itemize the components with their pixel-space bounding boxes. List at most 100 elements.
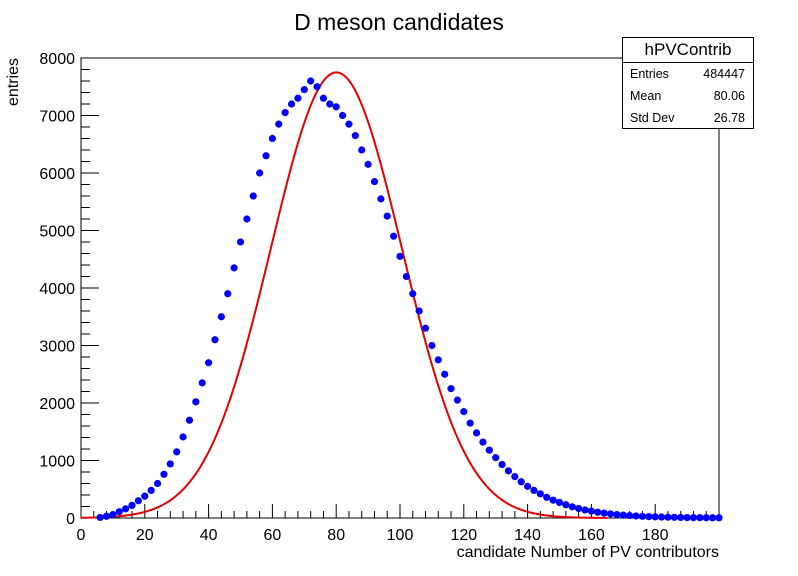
x-tick-label: 100 (387, 527, 414, 544)
data-point (549, 496, 557, 504)
data-point (377, 195, 385, 203)
data-point (453, 396, 462, 404)
x-tick-label: 0 (77, 527, 86, 544)
data-point (326, 100, 334, 108)
y-tick-label: 7000 (39, 109, 75, 126)
data-point (262, 152, 270, 160)
x-axis-label: candidate Number of PV contributors (457, 544, 719, 561)
data-point (192, 398, 200, 406)
data-point (530, 486, 538, 494)
data-point (466, 419, 474, 427)
chart-title: D meson candidates (294, 9, 504, 35)
stats-label: Entries (630, 67, 669, 81)
data-point (173, 448, 181, 456)
data-point (492, 454, 500, 462)
data-point (696, 514, 704, 522)
data-point (415, 307, 423, 315)
data-point (702, 514, 710, 522)
data-point (517, 478, 525, 486)
stats-value: 26.78 (713, 111, 745, 125)
data-point (313, 83, 321, 91)
data-point (613, 510, 621, 519)
y-tick-label: 5000 (39, 224, 75, 241)
data-point (619, 511, 627, 519)
y-tick-labels: 0 1000 2000 3000 4000 5000 6000 7000 8000 (39, 51, 75, 528)
stats-label: Mean (630, 89, 662, 103)
data-point (96, 513, 104, 522)
x-tick-label: 60 (264, 527, 282, 544)
data-point (300, 86, 308, 94)
data-point (689, 513, 698, 522)
data-point (715, 514, 723, 522)
data-point (447, 385, 455, 393)
data-point (345, 120, 353, 128)
data-point (441, 370, 449, 378)
x-tick-label: 20 (136, 527, 154, 544)
x-tick-label: 140 (514, 527, 541, 544)
data-point (581, 506, 589, 514)
data-point (224, 290, 232, 298)
data-point (332, 103, 340, 111)
data-point (511, 473, 519, 481)
data-point (709, 514, 717, 522)
data-point (351, 132, 359, 140)
data-point (383, 212, 391, 220)
x-tick-label: 180 (642, 527, 669, 544)
data-point (632, 512, 640, 520)
data-point (677, 513, 685, 522)
data-point (217, 313, 225, 321)
data-point (281, 109, 289, 117)
data-point (153, 479, 162, 488)
data-point (428, 341, 436, 350)
data-point (409, 290, 417, 298)
data-point (179, 433, 187, 441)
data-point (657, 513, 666, 521)
data-point (141, 492, 149, 500)
x-tick-label: 160 (578, 527, 605, 544)
x-tick-labels: 0 20 40 60 80 100 120 140 160 180 (77, 527, 669, 544)
data-point (115, 508, 123, 516)
data-point (205, 359, 213, 367)
data-point (575, 504, 583, 513)
data-point (319, 94, 328, 102)
data-point (122, 505, 130, 513)
y-tick-label: 0 (66, 511, 75, 528)
data-point (102, 512, 111, 520)
data-point (651, 513, 659, 521)
data-point (606, 510, 615, 518)
data-point (402, 272, 410, 281)
data-point (645, 513, 653, 521)
data-point (543, 493, 551, 501)
data-point (626, 511, 634, 520)
y-axis-label: entries (5, 58, 22, 106)
data-point (460, 408, 468, 416)
stats-box: hPVContrib Entries 484447 Mean 80.06 Std… (622, 37, 754, 129)
data-point (230, 264, 238, 272)
data-point (562, 501, 570, 509)
y-tick-label: 2000 (39, 396, 75, 413)
data-point (421, 324, 430, 332)
data-point (243, 215, 251, 223)
stats-row-stddev: Std Dev 26.78 (623, 107, 753, 129)
data-point (338, 111, 347, 120)
y-tick-label: 8000 (39, 51, 75, 68)
data-point (479, 438, 487, 446)
data-point (236, 238, 245, 246)
data-point (683, 513, 691, 522)
data-point (568, 503, 576, 511)
data-point (185, 416, 194, 424)
data-point (147, 486, 155, 494)
y-tick-label: 3000 (39, 339, 75, 356)
y-tick-label: 1000 (39, 454, 75, 471)
data-point (134, 497, 143, 505)
data-point (504, 467, 513, 475)
data-point (294, 94, 302, 102)
y-tick-label: 4000 (39, 281, 75, 298)
data-point (524, 482, 532, 490)
data-point (498, 460, 506, 469)
data-point (211, 336, 219, 344)
data-point (275, 120, 283, 128)
x-tick-label: 80 (327, 527, 345, 544)
stats-value: 484447 (703, 67, 745, 81)
data-point (358, 146, 366, 154)
